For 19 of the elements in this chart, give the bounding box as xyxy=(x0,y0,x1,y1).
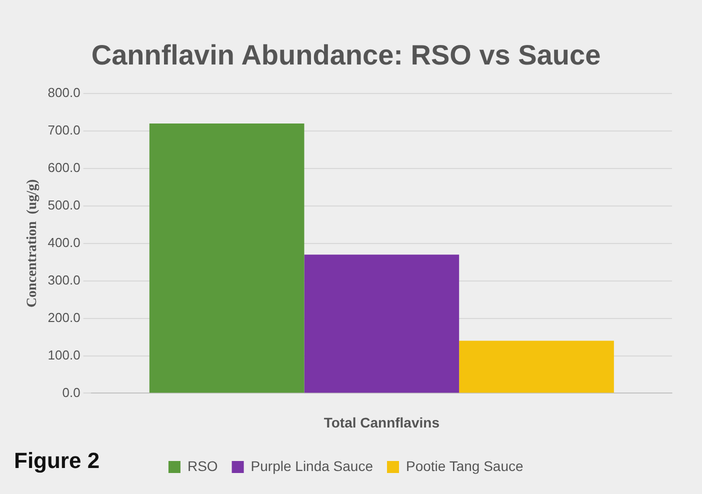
y-tick-label: 600.0 xyxy=(48,160,80,176)
bar xyxy=(304,254,460,393)
y-tick-label: 400.0 xyxy=(48,234,80,250)
y-tick-label: 200.0 xyxy=(48,310,80,325)
y-tick-label: 700.0 xyxy=(48,122,80,138)
y-tick-label: 800.0 xyxy=(48,85,80,100)
y-tick-label: 0.0 xyxy=(62,384,80,400)
y-tick-label: 100.0 xyxy=(48,347,80,362)
legend-label: Pootie Tang Sauce xyxy=(406,458,524,474)
x-tick-label: Total Cannflavins xyxy=(324,414,440,430)
legend-label: Purple Linda Sauce xyxy=(250,458,374,474)
bar xyxy=(149,124,304,393)
caption: Figure 2 xyxy=(14,448,100,474)
chart-title: Cannflavin Abundance: RSO vs Sauce xyxy=(91,40,601,71)
y-axis-title: Concentration (ug/g) xyxy=(25,178,40,308)
y-tick-label: 300.0 xyxy=(48,272,80,288)
bar xyxy=(459,340,614,393)
y-tick-label: 500.0 xyxy=(48,198,80,213)
legend-label: RSO xyxy=(187,458,218,474)
